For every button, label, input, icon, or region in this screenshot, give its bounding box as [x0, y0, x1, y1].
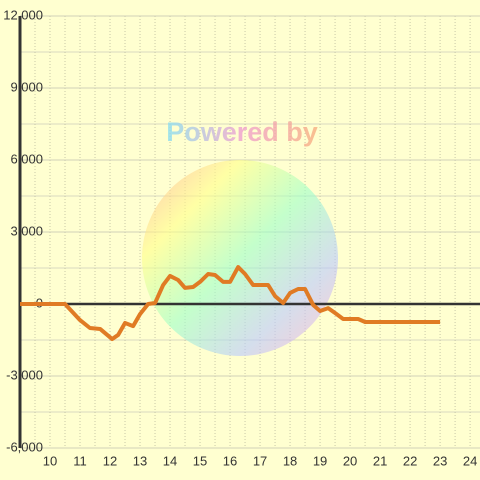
x-tick-label: 24 — [463, 453, 477, 468]
x-tick-label: 20 — [343, 453, 357, 468]
y-tick-label: 12,000 — [3, 7, 43, 22]
x-tick-label: 21 — [373, 453, 387, 468]
x-tick-label: 19 — [313, 453, 327, 468]
x-tick-label: 22 — [403, 453, 417, 468]
x-tick-label: 16 — [223, 453, 237, 468]
x-tick-label: 13 — [133, 453, 147, 468]
x-tick-label: 15 — [193, 453, 207, 468]
watermark-text: Powered by — [166, 117, 318, 147]
y-tick-label: 9,000 — [10, 79, 43, 94]
x-tick-label: 23 — [433, 453, 447, 468]
x-tick-label: 18 — [283, 453, 297, 468]
y-tick-label: 6,000 — [10, 151, 43, 166]
data-line — [20, 265, 441, 342]
y-tick-label: -6,000 — [6, 439, 43, 454]
x-tick-label: 17 — [253, 453, 267, 468]
y-tick-label: -3,000 — [6, 367, 43, 382]
x-tick-label: 12 — [103, 453, 117, 468]
x-tick-label: 10 — [43, 453, 57, 468]
watermark-logo — [142, 160, 338, 356]
y-tick-label: 3,000 — [10, 223, 43, 238]
x-tick-label: 14 — [163, 453, 177, 468]
x-tick-label: 11 — [73, 453, 87, 468]
